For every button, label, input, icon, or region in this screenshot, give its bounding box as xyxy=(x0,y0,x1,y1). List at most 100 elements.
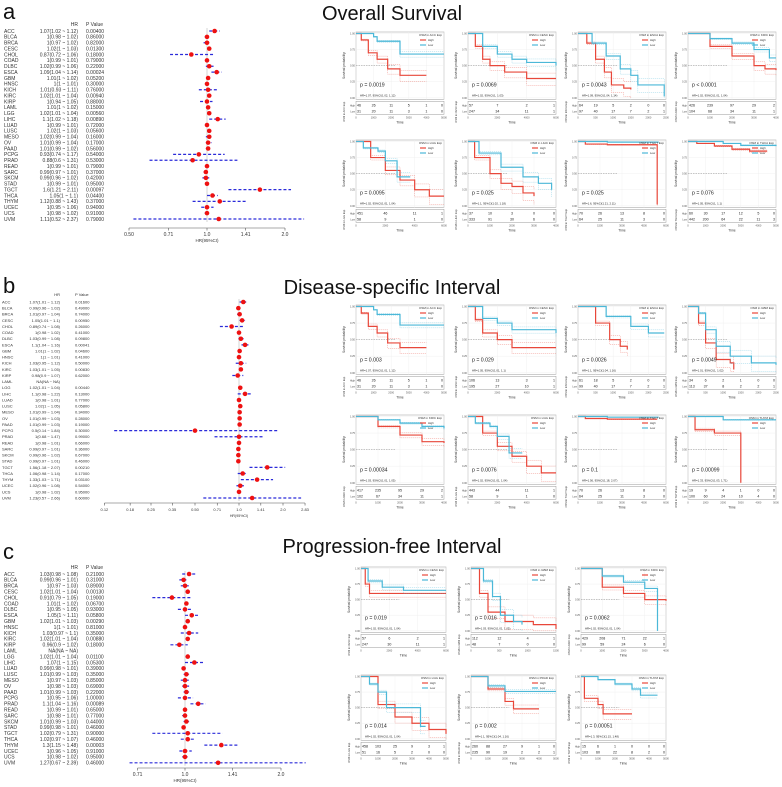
p-value: 0.00024 xyxy=(86,70,104,76)
cancer-type: CHOL xyxy=(2,324,14,329)
hr-point xyxy=(182,748,188,754)
legend-title: OSM in LGG Exp xyxy=(531,416,555,420)
y-tick-label: 0.50 xyxy=(350,172,356,176)
risk-count-high: 5 xyxy=(408,103,410,107)
y-tick-label: 0.50 xyxy=(572,338,578,342)
hr-text: HR=1.33, 95%CI(1.03, 1.71) xyxy=(692,478,727,482)
hr-ci: 1.1(1.04 ~ 1.16) xyxy=(32,342,61,347)
risk-count-high: 1 xyxy=(553,378,555,382)
y-tick-label: 0.75 xyxy=(350,431,356,435)
hr-ci: 0.99(0.96 ~ 1.02) xyxy=(29,306,60,311)
risk-count-high: 8 xyxy=(643,488,645,492)
forest-row: PRAD 0.88(0.6 ~ 1.31) 0.53000 xyxy=(4,157,238,164)
forest-row: CESC 1.02(1.01 ~ 1.04) 0.00130 xyxy=(4,589,191,595)
cancer-type: COAD xyxy=(4,601,19,607)
hr-point xyxy=(203,169,209,175)
x-tick-label: 0.71 xyxy=(164,232,174,238)
hr-point xyxy=(237,416,242,421)
x-tick-label: 6000 xyxy=(443,648,449,652)
risk-row-label-high: High xyxy=(572,489,578,492)
hr-point xyxy=(205,146,211,151)
legend-label-high: High xyxy=(760,311,766,315)
hr-point xyxy=(182,683,188,689)
y-tick-label: 0.25 xyxy=(462,80,468,84)
y-tick-label: 0.50 xyxy=(462,448,468,452)
risk-table xyxy=(687,376,777,390)
p-value: 0.72000 xyxy=(86,123,104,129)
risk-count-high: 6 xyxy=(597,744,599,748)
legend-title: OSM in GBM Exp xyxy=(530,568,554,572)
y-tick-label: 1.00 xyxy=(465,567,471,571)
x-tick-label: 0 xyxy=(577,223,579,227)
y-tick-label: 0.50 xyxy=(575,706,581,710)
panel-a-title: Overall Survival xyxy=(322,3,462,25)
cancer-type: THCA xyxy=(2,471,13,476)
risk-count-high: 9 xyxy=(705,488,707,492)
km-plot: 0.00 0.25 0.50 0.75 1.00 Survival probability… xyxy=(564,305,669,400)
risk-count-low: 11 xyxy=(389,384,393,388)
hr-point xyxy=(236,440,242,446)
p-value: 0.95000 xyxy=(86,755,104,761)
x-tick-label: 500 xyxy=(703,390,708,394)
hr-text: HR=1.6, 95%CI(1.21, 2.11) xyxy=(582,201,616,205)
p-value: 0.53000 xyxy=(86,158,104,164)
risk-count-low: 3 xyxy=(643,217,645,221)
risk-count-low: 2 xyxy=(411,750,413,754)
x-axis-label: Time xyxy=(728,505,736,509)
cancer-type: STAD xyxy=(2,459,12,464)
survival-curve-high xyxy=(578,32,632,90)
cancer-type: UVM xyxy=(4,217,15,223)
risk-count-high: 88 xyxy=(486,744,490,748)
risk-row-label-high: High xyxy=(575,637,581,640)
x-tick-label: 1500 xyxy=(738,390,744,394)
y-tick-label: 0.50 xyxy=(350,338,356,342)
hr-point xyxy=(177,642,182,648)
risk-count-high: 2 xyxy=(441,488,443,492)
hr-ci: 1(0.99 ~ 1.01) xyxy=(47,707,79,713)
x-tick-label: 2000 xyxy=(756,390,762,394)
y-tick-label: 0.50 xyxy=(572,64,578,68)
p-value: 0.54000 xyxy=(75,483,90,488)
x-tick-label: 2000 xyxy=(494,390,500,394)
x-tick-label: 0 xyxy=(577,390,579,394)
risk-count-high: 0 xyxy=(441,378,443,382)
hr-point xyxy=(212,28,217,34)
risk-count-low: 0 xyxy=(663,642,665,646)
strata-label: OSM in ACC Exp xyxy=(342,101,346,121)
risk-count-high: 443 xyxy=(469,488,475,492)
forest-row: GBM 1.01(1 ~ 1.02) 0.05200 xyxy=(4,75,211,82)
forest-row: MESO 1(0.97 ~ 1.03) 0.85000 xyxy=(4,677,190,684)
cancer-type: PRAD xyxy=(4,158,18,164)
hr-point xyxy=(237,409,242,415)
x-tick-label: 3000 xyxy=(419,500,425,504)
cancer-type: UCS xyxy=(4,211,15,217)
hr-ci: 1.23(0.57 ~ 2.66) xyxy=(29,495,60,500)
x-tick-label: 3000 xyxy=(406,390,412,394)
forest-row: HNSC 1(1 ~ 1.01) 0.81000 xyxy=(4,624,188,631)
risk-table xyxy=(577,209,667,223)
hr-point xyxy=(210,193,215,198)
survival-curve-high xyxy=(356,32,427,76)
y-tick-label: 1.00 xyxy=(572,415,578,419)
legend-title: OSM in ESCA Exp xyxy=(639,306,664,310)
strata-label: OSM in LIHC Exp xyxy=(454,209,458,230)
forest-row: UVM 1.27(0.67 ~ 2.39) 0.46000 xyxy=(4,760,306,767)
hr-ci: 1.05(1 ~ 1.11) xyxy=(47,613,78,619)
legend-label-low: Low xyxy=(540,578,546,582)
y-tick-label: 0.25 xyxy=(682,80,688,84)
hr-point xyxy=(204,210,210,216)
y-axis-label: Survival probability xyxy=(454,160,458,187)
strata-label: OSM in ACC Exp xyxy=(342,376,346,396)
y-tick-label: 0.50 xyxy=(462,338,468,342)
p-value: 0.06700 xyxy=(86,601,104,607)
forest-row: PAAD 1.01(0.99 ~ 1.02) 0.56000 xyxy=(4,146,211,152)
p-value: 0.46000 xyxy=(86,725,104,731)
strata-label: OSM in THYM Exp xyxy=(567,741,571,763)
y-tick-label: 0.00 xyxy=(462,481,468,485)
x-tick-label: 1.0 xyxy=(204,232,211,238)
risk-count-low: 0 xyxy=(663,494,665,498)
p-value: 0.00290 xyxy=(86,619,104,625)
forest-row: PAAD 1.01(0.99 ~ 1.03) 0.19000 xyxy=(2,422,242,427)
x-tick-label: 0 xyxy=(577,115,579,119)
y-tick-label: 0.25 xyxy=(682,464,688,468)
